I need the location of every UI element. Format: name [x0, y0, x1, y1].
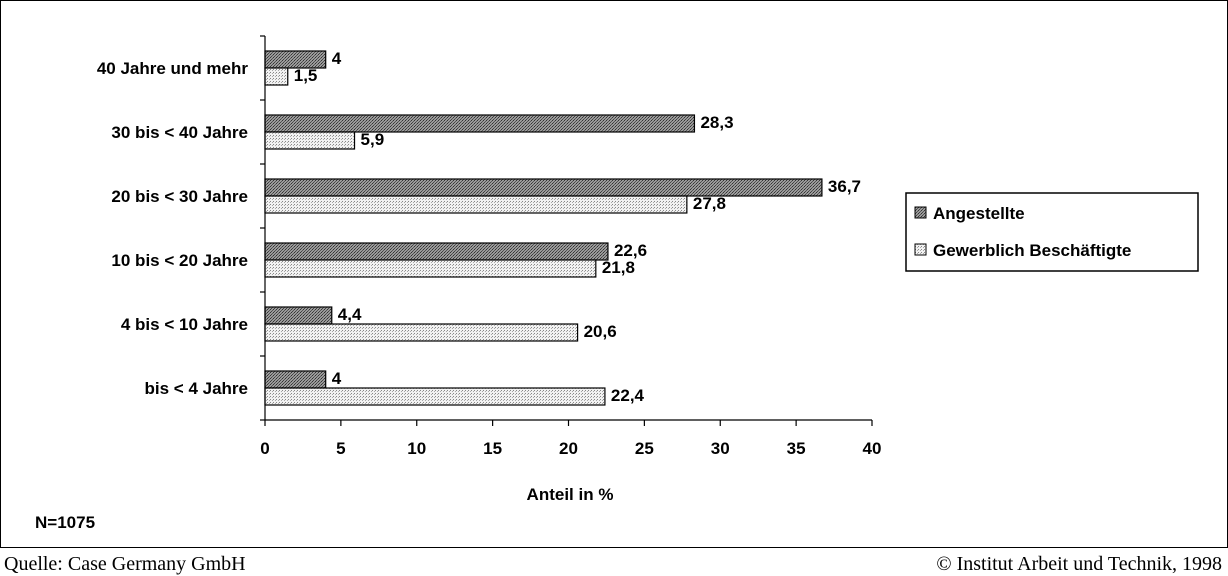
data-label: 36,7: [828, 177, 861, 196]
x-tick-label: 25: [635, 439, 654, 458]
x-tick-label: 35: [787, 439, 806, 458]
data-label: 20,6: [584, 322, 617, 341]
x-tick-label: 10: [407, 439, 426, 458]
data-label: 21,8: [602, 258, 635, 277]
data-label: 4: [332, 49, 342, 68]
bar: [264, 306, 333, 325]
data-label: 22,4: [611, 386, 645, 405]
legend: Angestellte Gewerblich Beschäftigte: [905, 192, 1199, 272]
data-label: 1,5: [294, 66, 318, 85]
legend-label-gewerblich: Gewerblich Beschäftigte: [933, 241, 1131, 260]
bar: [264, 67, 289, 86]
data-label: 22,6: [614, 241, 647, 260]
source-note: Quelle: Case Germany GmbH: [4, 553, 246, 575]
data-label: 4: [332, 369, 342, 388]
x-tick-label: 20: [559, 439, 578, 458]
x-tick-label: 30: [711, 439, 730, 458]
legend-swatch-angestellte: [914, 206, 927, 219]
copyright-note: © Institut Arbeit und Technik, 1998: [936, 553, 1222, 575]
x-tick-label: 15: [483, 439, 502, 458]
bar: [264, 178, 823, 197]
bar: [264, 323, 579, 342]
category-label: 10 bis < 20 Jahre: [111, 251, 248, 270]
category-label: 4 bis < 10 Jahre: [121, 315, 248, 334]
data-label: 27,8: [693, 194, 726, 213]
category-label: 20 bis < 30 Jahre: [111, 187, 248, 206]
bar: [264, 114, 696, 133]
data-label: 28,3: [700, 113, 733, 132]
bar-chart: 40 Jahre und mehr 30 bis < 40 Jahre 20 bis…: [35, 35, 1199, 532]
x-tick-label: 40: [863, 439, 882, 458]
sample-size-annotation: N=1075: [35, 513, 95, 532]
category-label: bis < 4 Jahre: [145, 379, 248, 398]
category-label: 30 bis < 40 Jahre: [111, 123, 248, 142]
x-tick-label: 0: [260, 439, 269, 458]
data-label: 5,9: [361, 130, 385, 149]
bar: [264, 131, 356, 150]
bar: [264, 370, 327, 389]
bar: [264, 259, 597, 278]
bar: [264, 195, 688, 214]
x-axis-label: Anteil in %: [527, 485, 614, 504]
bar: [264, 242, 609, 261]
legend-label-angestellte: Angestellte: [933, 204, 1025, 223]
x-tick-label: 5: [336, 439, 345, 458]
data-label: 4,4: [338, 305, 362, 324]
legend-swatch-gewerblich: [914, 243, 927, 256]
bar: [264, 387, 606, 406]
category-label: 40 Jahre und mehr: [97, 59, 249, 78]
